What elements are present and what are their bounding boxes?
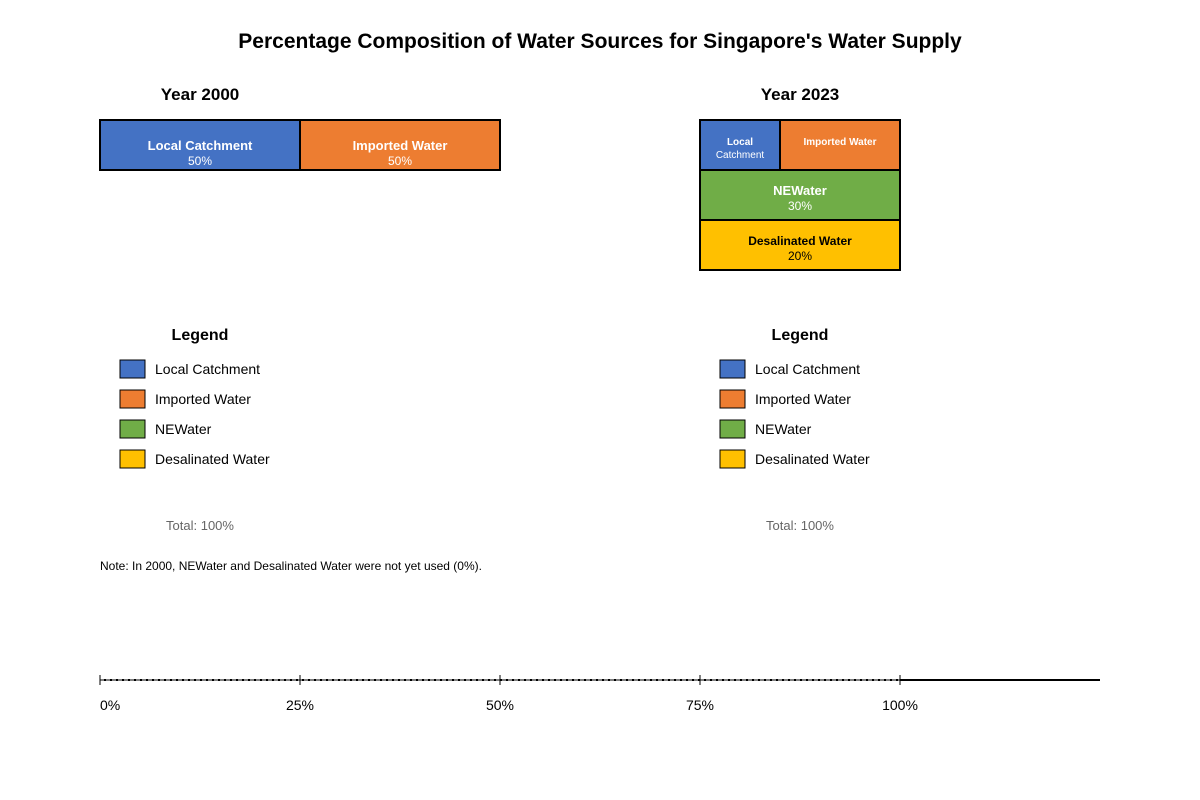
total-label: Total: 100% — [766, 518, 834, 533]
axis-tick-label: 0% — [100, 697, 120, 713]
footnote: Note: In 2000, NEWater and Desalinated W… — [100, 559, 482, 573]
legend-label: Imported Water — [155, 391, 251, 407]
legend: Legend Local Catchment Imported Water NEWat… — [719, 327, 870, 469]
segment-value-label: 50% — [388, 154, 412, 168]
segment-value-label: 30% — [788, 199, 812, 213]
axis-tick-label: 75% — [686, 697, 714, 713]
bar-segment-1 — [779, 119, 901, 171]
total-label: Total: 100% — [166, 518, 234, 533]
legend-swatch — [119, 419, 146, 439]
legend-item: Desalinated Water — [719, 449, 870, 469]
legend-swatch — [119, 389, 146, 409]
legend-label: Local Catchment — [755, 361, 860, 377]
legend-swatch — [719, 419, 746, 439]
legend-label: Local Catchment — [155, 361, 260, 377]
segment-label-line2: Catchment — [716, 150, 765, 161]
legend-title: Legend — [772, 327, 829, 344]
panel-year-2023: Year 2023 Local Catchment Imported Water NEW… — [699, 85, 901, 533]
segment-value-label: 20% — [788, 249, 812, 263]
legend-item: Desalinated Water — [119, 449, 270, 469]
legend-item: Local Catchment — [119, 359, 260, 379]
panel-title: Year 2023 — [761, 85, 839, 104]
segment-value-label: 50% — [188, 154, 212, 168]
panel-title: Year 2000 — [161, 85, 239, 104]
segment-label: Imported Water — [353, 138, 448, 153]
chart-title: Percentage Composition of Water Sources … — [238, 30, 962, 53]
legend-label: NEWater — [755, 421, 812, 437]
legend-item: Imported Water — [119, 389, 251, 409]
segment-label: Desalinated Water — [748, 234, 852, 248]
legend-label: Desalinated Water — [155, 451, 270, 467]
legend-swatch — [719, 359, 746, 379]
axis-tick-label: 25% — [286, 697, 314, 713]
segment-label: NEWater — [773, 183, 827, 198]
bar-segment-3 — [699, 219, 901, 271]
axis-tick-label: 50% — [486, 697, 514, 713]
legend-swatch — [119, 359, 146, 379]
segment-label: Local Catchment — [148, 138, 253, 153]
segment-label: Local — [727, 137, 753, 148]
legend-swatch — [119, 449, 146, 469]
legend-item: Local Catchment — [719, 359, 860, 379]
legend-item: NEWater — [719, 419, 812, 439]
legend-label: Desalinated Water — [755, 451, 870, 467]
legend-label: NEWater — [155, 421, 212, 437]
segment-label: Imported Water — [804, 137, 877, 148]
legend-title: Legend — [172, 327, 229, 344]
bar-segment-1 — [299, 119, 501, 171]
axis-tick-label: 100% — [882, 697, 918, 713]
legend: Legend Local Catchment Imported Water NEWat… — [119, 327, 270, 469]
legend-swatch — [719, 449, 746, 469]
legend-item: NEWater — [119, 419, 212, 439]
legend-item: Imported Water — [719, 389, 851, 409]
legend-swatch — [719, 389, 746, 409]
legend-label: Imported Water — [755, 391, 851, 407]
percentage-scale-axis: 0% 25% 50% 75% 100% — [99, 675, 1100, 713]
